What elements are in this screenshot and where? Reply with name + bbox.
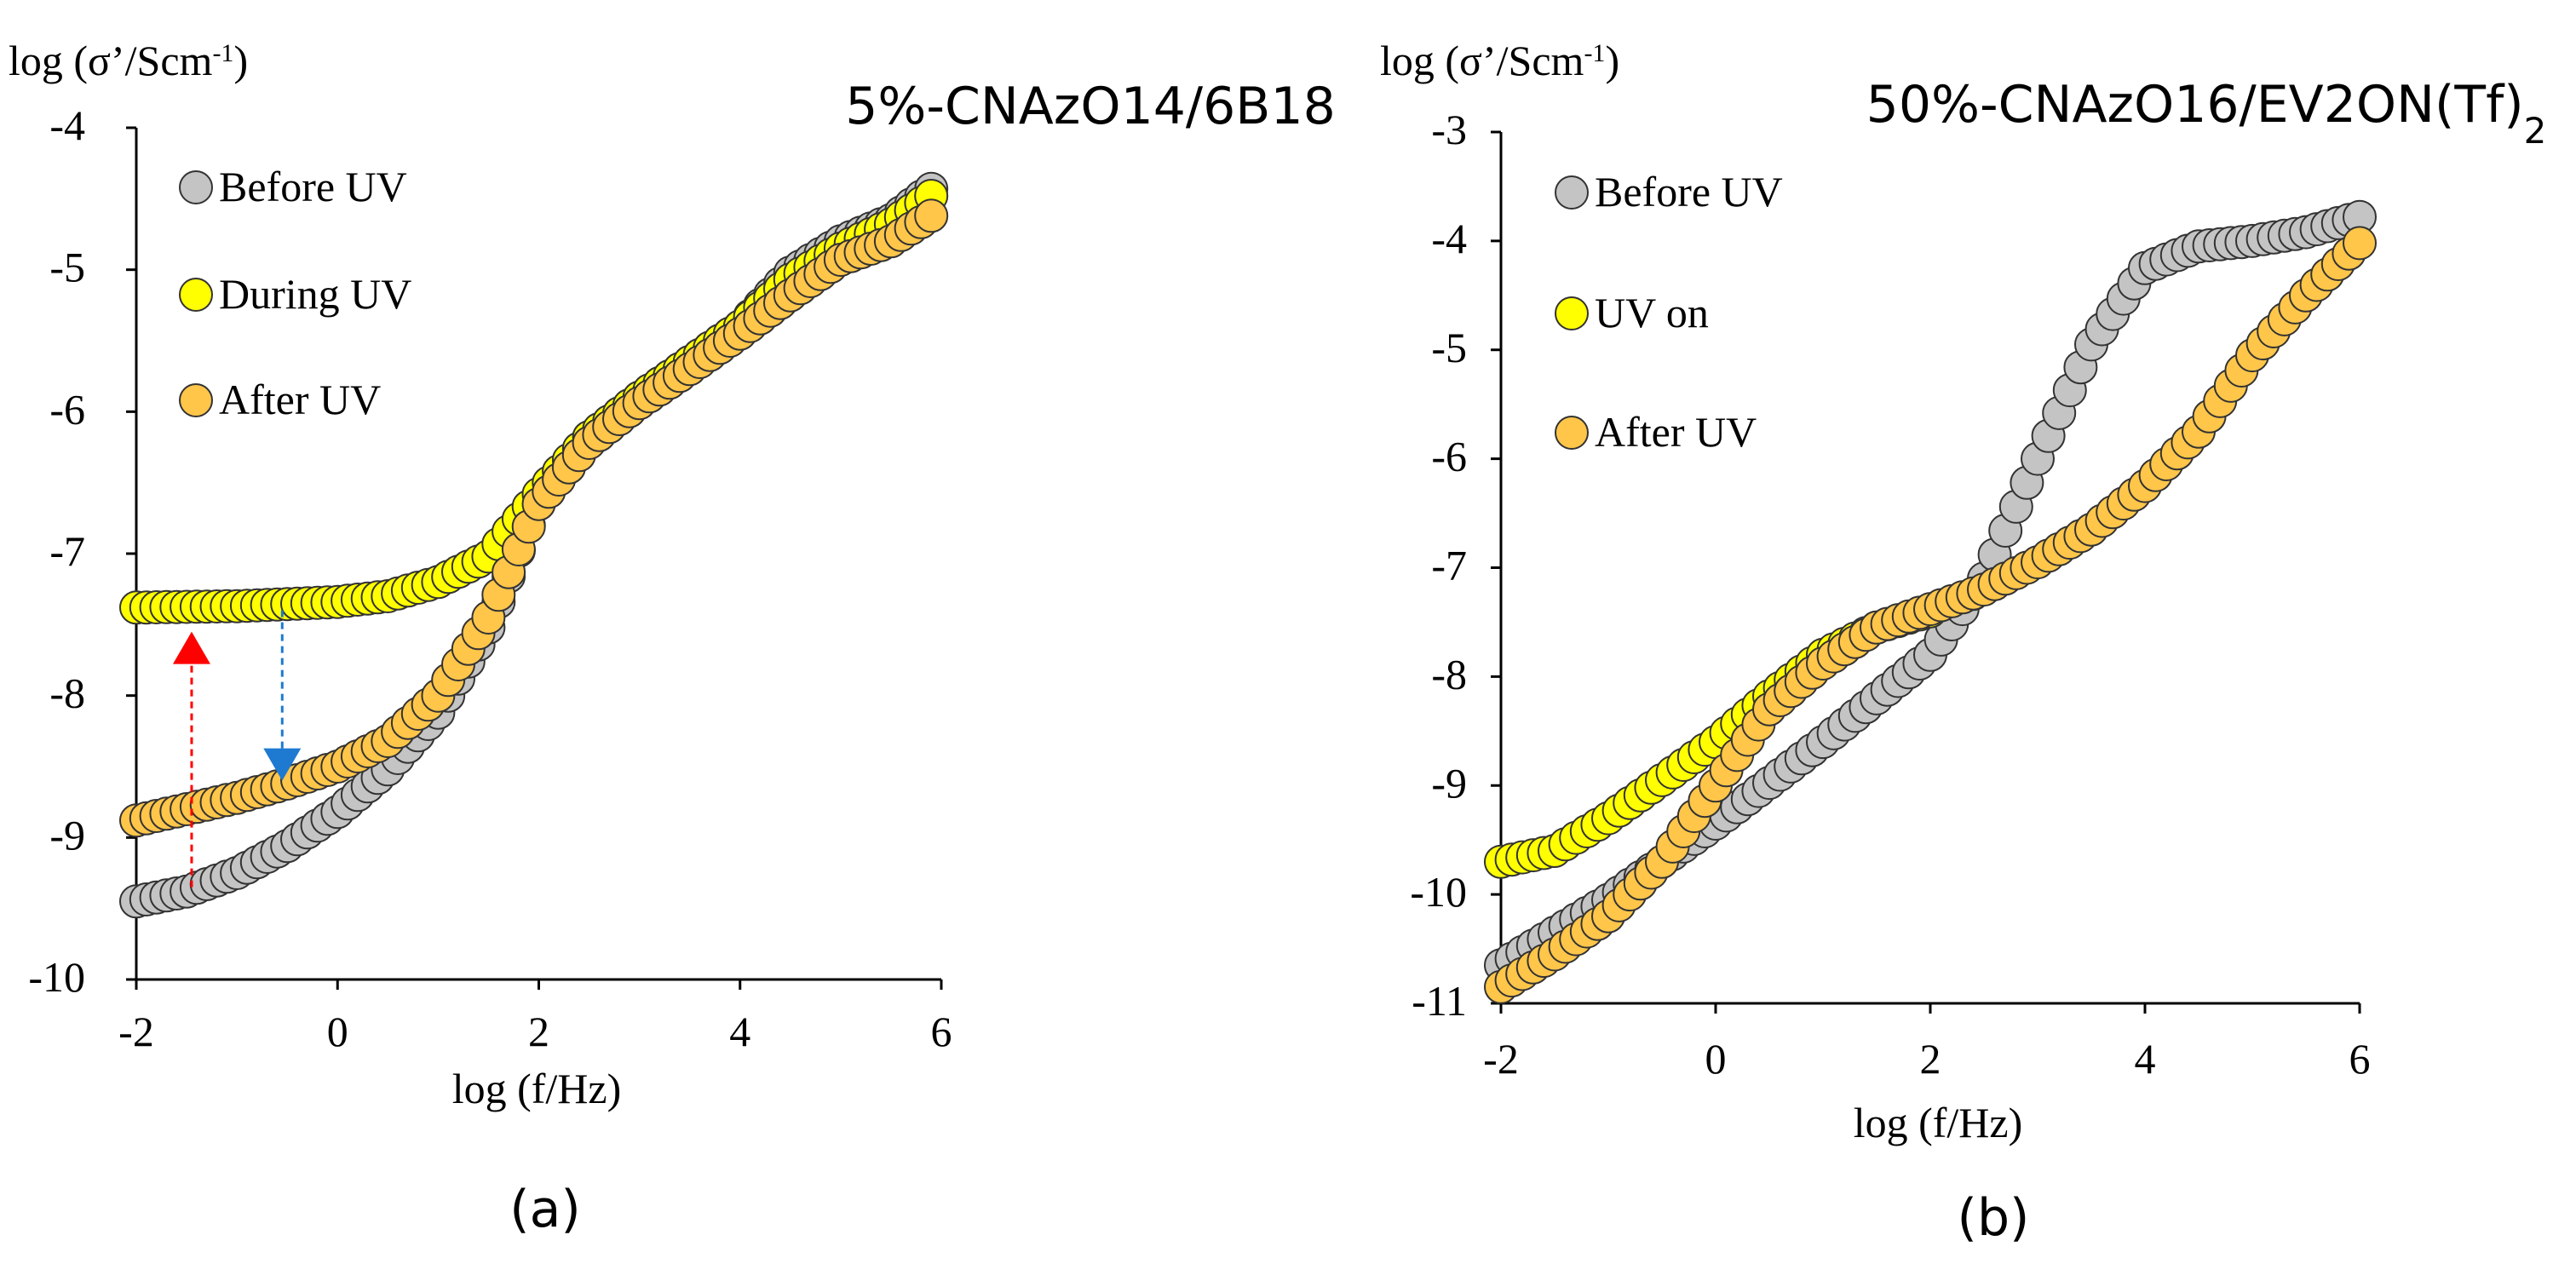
y-tick-label: -4 [49, 101, 85, 149]
legend-label: Before UV [1595, 168, 1783, 215]
legend-label: During UV [219, 270, 411, 318]
x-tick-label: 0 [327, 1008, 348, 1055]
y-tick-label: -5 [1431, 324, 1467, 371]
y-axis-label-close: ) [233, 37, 248, 84]
x-tick-label: 6 [931, 1008, 952, 1055]
x-axis-label: log (f/Hz) [1854, 1099, 2023, 1146]
y-tick-label: -6 [49, 385, 85, 433]
chart-title-main: 5%-CNAzO14/6B18 [845, 77, 1336, 136]
chart-title-main: 50%-CNAzO16/EV2ON(Tf) [1866, 75, 2524, 135]
x-tick-label: 0 [1705, 1035, 1727, 1083]
x-tick-label: 6 [2349, 1035, 2371, 1083]
legend-marker [179, 383, 213, 417]
legend-marker [179, 278, 213, 312]
y-tick-label: -8 [49, 669, 85, 717]
x-tick-label: -2 [1483, 1035, 1519, 1083]
panel-label: (a) [509, 1180, 581, 1239]
x-tick-label: -2 [118, 1008, 154, 1055]
x-tick-label: 2 [1920, 1035, 1941, 1083]
y-tick-label: -7 [49, 527, 85, 575]
y-tick-label: -7 [1431, 542, 1467, 589]
y-tick-label: -9 [1431, 759, 1467, 807]
y-tick-label: -6 [1431, 433, 1467, 480]
x-tick-label: 2 [528, 1008, 549, 1055]
legend-marker [1555, 296, 1589, 330]
x-tick-label: 4 [729, 1008, 750, 1055]
data-point [2343, 226, 2377, 261]
panel-a: -4 -5 -6 -7 -8 -9 -10 -2 0 2 4 6 log (f/Hz) log (σ’/S… [9, 37, 1336, 1239]
legend-label: After UV [219, 376, 381, 423]
y-axis-label: log (σ’/Scm-1) [1380, 37, 1619, 84]
legend-marker [1555, 175, 1589, 210]
up-arrow-icon [172, 631, 210, 664]
legend-marker [179, 170, 213, 204]
x-axis-label: log (f/Hz) [452, 1065, 622, 1112]
y-axis-label-close: ) [1605, 37, 1619, 84]
down-arrow-icon [263, 748, 302, 781]
y-tick-label: -10 [28, 953, 85, 1001]
y-axis-label-main: log (σ’/Scm [9, 37, 213, 84]
legend-marker [1555, 416, 1589, 450]
y-axis-label: log (σ’/Scm-1) [9, 37, 248, 84]
legend-label: After UV [1595, 408, 1757, 456]
y-tick-label: -4 [1431, 215, 1467, 262]
x-tick-label: 4 [2135, 1035, 2156, 1083]
chart-title: 50%-CNAzO16/EV2ON(Tf)2 [1866, 75, 2547, 152]
legend-label: UV on [1595, 289, 1709, 336]
y-tick-label: -5 [49, 244, 85, 291]
chart-title: 5%-CNAzO14/6B18 [845, 77, 1336, 136]
y-tick-label: -8 [1431, 650, 1467, 698]
y-axis-label-superscript: -1 [212, 39, 233, 67]
y-tick-label: -10 [1410, 868, 1467, 916]
legend-label: Before UV [219, 163, 407, 210]
panel-b: -3 -4 -5 -6 -7 -8 -9 -10 -11 -2 0 2 4 6 log (f/Hz) log … [1380, 37, 2546, 1248]
y-tick-label: -11 [1412, 977, 1467, 1025]
series-after-uv [1484, 226, 2377, 1004]
y-axis-label-main: log (σ’/Scm [1380, 37, 1584, 84]
data-point [914, 198, 949, 233]
y-tick-label: -3 [1431, 106, 1467, 153]
y-tick-label: -9 [49, 811, 85, 859]
chart-title-subscript: 2 [2524, 110, 2547, 152]
y-axis-label-superscript: -1 [1584, 39, 1605, 67]
panel-label: (b) [1958, 1188, 2030, 1248]
series-after-uv [119, 198, 949, 838]
